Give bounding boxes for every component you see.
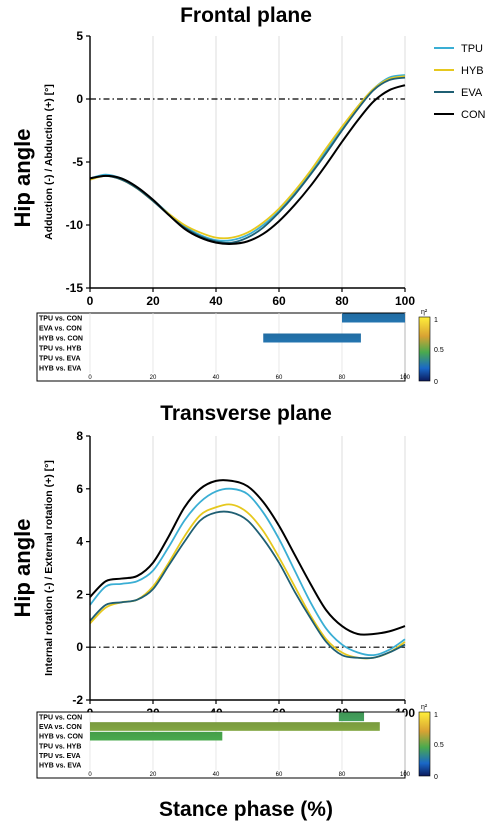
frontal-spm-band-shade [263, 333, 361, 343]
transverse-y-tick-label: -2 [72, 693, 83, 707]
frontal-gridlines [89, 36, 406, 288]
transverse-spm-x-tick-label: 20 [150, 772, 157, 778]
transverse-y-tick-label: 0 [76, 640, 83, 654]
frontal-y-tick-label: 5 [76, 29, 83, 43]
transverse-spm-row-label: TPU vs. EVA [39, 753, 81, 760]
frontal-spm-row-label: EVA vs. CON [39, 326, 82, 333]
transverse-series-tpu [89, 487, 406, 657]
frontal-y-tick-label: -5 [72, 155, 83, 169]
frontal-series-hyb [89, 75, 406, 240]
transverse-y-ticks: 8 6 4 2 0 -2 [72, 429, 90, 707]
frontal-series-con [89, 84, 406, 245]
transverse-colorbar: η² 1 0.5 0 [418, 704, 444, 781]
transverse-spm-row-label: TPU vs. HYB [39, 743, 81, 750]
frontal-spm-row-label: TPU vs. CON [39, 316, 82, 323]
colorbar-tick-0-2: 0 [434, 774, 438, 781]
transverse-spm-frame [36, 711, 406, 779]
frontal-series-eva [89, 76, 406, 244]
transverse-spm-x-tick-label: 100 [400, 772, 411, 778]
frontal-spm-panel: 0 20 40 60 80 100 TPU vs. CON EVA vs. CON HYB vs… [36, 312, 411, 382]
transverse-spm-x-tick-label: 40 [213, 772, 220, 778]
frontal-spm-x-tick-label: 20 [150, 375, 157, 381]
transverse-series-lines [89, 479, 406, 660]
frontal-axes [89, 36, 405, 289]
legend-label-con: CON [461, 109, 486, 121]
transverse-y-tick-label: 2 [76, 587, 83, 601]
frontal-x-tick-label: 40 [209, 294, 223, 308]
frontal-spm-frame [36, 312, 406, 382]
colorbar-tick-05: 0.5 [434, 347, 444, 354]
frontal-series-lines [89, 74, 406, 245]
frontal-x-tick-label: 80 [335, 294, 349, 308]
transverse-spm-x-tick-label: 80 [339, 772, 346, 778]
transverse-spm-band-shade [90, 731, 223, 741]
frontal-x-tick-label: 20 [146, 294, 160, 308]
transverse-spm-panel: 0 20 40 60 80 100 TPU vs. CON EVA vs. CON HYB vs… [36, 711, 411, 779]
transverse-spm-x-tick-label: 0 [88, 772, 92, 778]
frontal-spm-x-tick-label: 60 [276, 375, 283, 381]
transverse-gridlines [89, 436, 406, 700]
colorbar-tick-05-2: 0.5 [434, 742, 444, 749]
colorbar-tick-0: 0 [434, 379, 438, 386]
frontal-x-tick-label: 60 [272, 294, 286, 308]
colorbar-tick-1: 1 [434, 317, 438, 324]
transverse-spm-row-label: HYB vs. EVA [39, 763, 81, 770]
frontal-spm-row-label: TPU vs. EVA [39, 356, 81, 363]
transverse-series-eva [89, 510, 406, 660]
frontal-y-tick-label: 0 [76, 92, 83, 106]
frontal-spm-band-shade [342, 313, 405, 323]
transverse-spm-row-label: TPU vs. CON [39, 714, 82, 721]
transverse-spm-row-label: HYB vs. CON [39, 734, 83, 741]
legend-label-hyb: HYB [461, 65, 484, 77]
frontal-y-ticks: 5 0 -5 -10 -15 [66, 29, 90, 295]
frontal-spm-x-tick-label: 40 [213, 375, 220, 381]
transverse-spm-x-tick-label: 60 [276, 772, 283, 778]
frontal-series-tpu [89, 74, 406, 242]
transverse-panel: Transverse plane Hip angle Internal rota… [10, 402, 444, 781]
transverse-axes [89, 436, 405, 701]
transverse-y-tick-label: 6 [76, 482, 83, 496]
transverse-y-axis-label: Internal rotation (-) / External rotatio… [43, 460, 55, 676]
transverse-spm-row-label: EVA vs. CON [39, 724, 82, 731]
transverse-side-label: Hip angle [10, 518, 35, 617]
frontal-spm-row-label: TPU vs. HYB [39, 346, 81, 353]
frontal-panel: Frontal plane Hip angle Adduction (-) / … [10, 4, 486, 386]
frontal-spm-x-tick-label: 80 [339, 375, 346, 381]
frontal-spm-row-label: HYB vs. EVA [39, 366, 81, 373]
colorbar-symbol-2: η² [421, 704, 428, 711]
transverse-series-con [89, 479, 406, 636]
frontal-spm-x-tick-label: 0 [88, 375, 92, 381]
transverse-y-tick-label: 8 [76, 429, 83, 443]
colorbar-symbol: η² [421, 309, 428, 316]
transverse-spm-band-shade [338, 712, 365, 722]
frontal-y-tick-label: -15 [66, 281, 84, 295]
frontal-colorbar: η² 1 0.5 0 [418, 309, 444, 386]
transverse-y-tick-label: 4 [76, 535, 83, 549]
frontal-y-tick-label: -10 [66, 218, 84, 232]
legend-label-eva: EVA [461, 87, 483, 99]
legend-label-tpu: TPU [461, 43, 483, 55]
frontal-y-axis-label: Adduction (-) / Abduction (+) [°] [43, 84, 55, 240]
frontal-side-label: Hip angle [10, 128, 35, 227]
x-axis-label: Stance phase (%) [159, 798, 333, 821]
transverse-title: Transverse plane [160, 402, 332, 425]
frontal-spm-row-label: HYB vs. CON [39, 336, 83, 343]
frontal-x-tick-label: 0 [87, 294, 94, 308]
transverse-spm-band-shade [90, 722, 380, 731]
legend: TPU HYB EVA CON [434, 43, 486, 121]
frontal-x-tick-label: 100 [395, 294, 415, 308]
frontal-x-ticks: 0 20 40 60 80 100 [87, 288, 415, 308]
frontal-spm-x-tick-label: 100 [400, 375, 411, 381]
frontal-title: Frontal plane [180, 4, 312, 27]
colorbar-tick-1-2: 1 [434, 712, 438, 719]
